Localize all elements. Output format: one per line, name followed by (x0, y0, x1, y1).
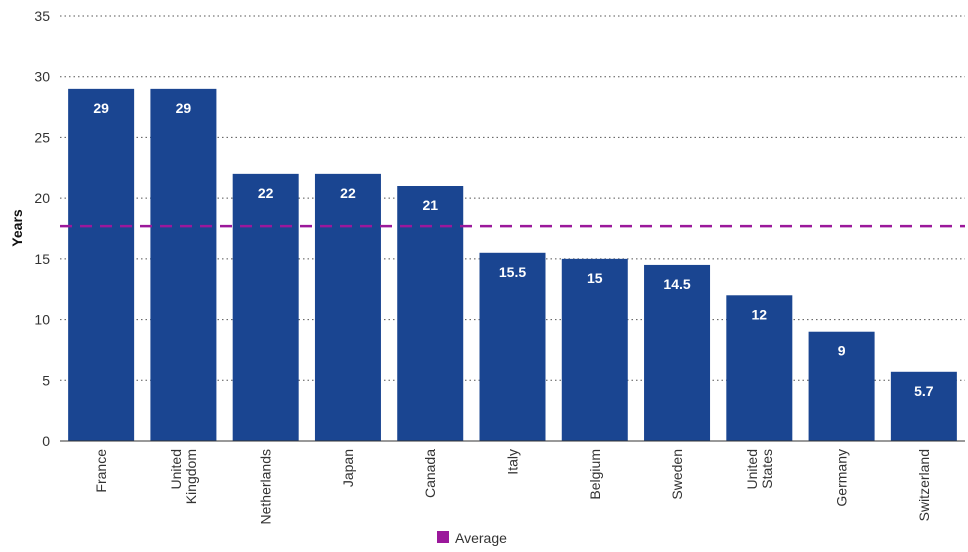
category-label-line: Sweden (669, 449, 685, 500)
category-label-line: United (168, 449, 184, 489)
bar (726, 295, 793, 441)
bar (561, 258, 628, 441)
y-tick-label: 5 (42, 372, 50, 388)
bar-value-label: 29 (93, 100, 109, 116)
bar-value-label: 5.7 (914, 383, 934, 399)
y-axis-title: Years (9, 209, 25, 247)
category-label: Netherlands (258, 449, 274, 525)
category-label: Germany (834, 449, 850, 507)
y-tick-label: 20 (34, 190, 50, 206)
category-labels: France United Kingdom Netherlands Japan Canad… (93, 449, 932, 525)
y-tick-label: 15 (34, 251, 50, 267)
category-label: United Kingdom (168, 449, 199, 504)
category-label-line: Kingdom (183, 449, 199, 504)
category-label: United States (744, 449, 775, 489)
category-label-line: Switzerland (916, 449, 932, 521)
bar-value-label: 9 (838, 343, 846, 359)
bar-value-label: 22 (258, 185, 274, 201)
category-label-line: United (744, 449, 760, 489)
bar (150, 88, 217, 441)
bar (808, 331, 875, 441)
bar (479, 252, 546, 441)
value-labels: 29 29 22 22 21 15.5 15 14.5 12 9 5.7 (93, 100, 933, 399)
bar (314, 173, 381, 441)
bar-value-label: 29 (176, 100, 192, 116)
category-label-line: France (93, 449, 109, 493)
bar-value-label: 22 (340, 185, 356, 201)
category-label-line: Japan (340, 449, 356, 487)
category-label-line: Belgium (587, 449, 603, 500)
legend-label-average: Average (455, 530, 507, 546)
y-tick-label: 35 (34, 8, 50, 24)
category-label: France (93, 449, 109, 493)
bars (68, 88, 957, 441)
y-tick-label: 30 (34, 69, 50, 85)
category-label: Belgium (587, 449, 603, 500)
legend: Average (437, 530, 507, 546)
bar-value-label: 15.5 (499, 264, 526, 280)
y-tick-label: 25 (34, 129, 50, 145)
y-axis-ticks: 0 5 10 15 20 25 30 35 (34, 8, 50, 449)
bar (397, 186, 464, 441)
y-tick-label: 10 (34, 312, 50, 328)
y-tick-label: 0 (42, 433, 50, 449)
category-label: Sweden (669, 449, 685, 500)
bar-value-label: 15 (587, 270, 603, 286)
bar-value-label: 21 (422, 197, 438, 213)
legend-swatch-average (437, 531, 449, 543)
category-label-line: Italy (505, 449, 521, 475)
category-label-line: Canada (422, 449, 438, 498)
bar-value-label: 14.5 (663, 276, 690, 292)
category-label: Italy (505, 449, 521, 475)
category-label: Canada (422, 449, 438, 498)
bar (232, 173, 299, 441)
category-label: Japan (340, 449, 356, 487)
category-label-line: Netherlands (258, 449, 274, 525)
category-label-line: States (759, 449, 775, 489)
bar (644, 264, 711, 441)
bar (68, 88, 135, 441)
category-label-line: Germany (834, 449, 850, 507)
category-label: Switzerland (916, 449, 932, 521)
bar (890, 371, 957, 441)
bar-value-label: 12 (752, 306, 768, 322)
